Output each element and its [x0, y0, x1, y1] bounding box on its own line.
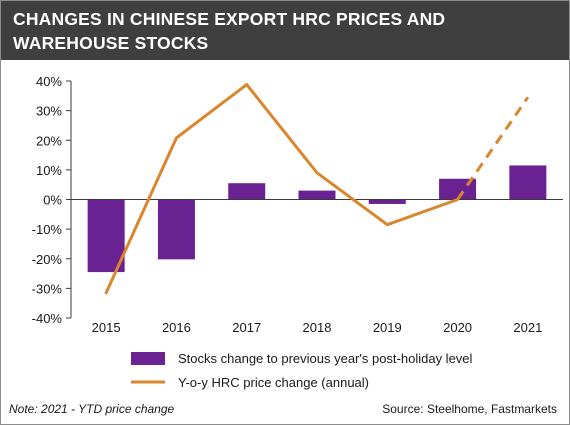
- x-tick-label-2020: 2020: [443, 320, 472, 335]
- legend-swatch-bars: [131, 352, 165, 365]
- y-tick-label: -20%: [32, 252, 63, 267]
- y-tick-label: 0%: [43, 193, 62, 208]
- y-tick-label: 10%: [36, 163, 62, 178]
- x-tick-label-2015: 2015: [92, 320, 121, 335]
- x-tick-label-2021: 2021: [513, 320, 542, 335]
- legend: Stocks change to previous year's post-ho…: [131, 351, 473, 390]
- y-tick-label: 30%: [36, 104, 62, 119]
- price-line-solid: [104, 83, 460, 295]
- bar-2017: [228, 183, 266, 200]
- bar-2019: [368, 199, 406, 204]
- x-tick-label-2018: 2018: [303, 320, 332, 335]
- y-tick-label: -10%: [32, 222, 63, 237]
- source-credit: Source: Steelhome, Fastmarkets: [382, 402, 557, 416]
- title-bar: CHANGES IN CHINESE EXPORT HRC PRICES AND…: [1, 1, 569, 60]
- bar-2016: [157, 199, 195, 260]
- y-tick-label: -40%: [32, 311, 63, 326]
- y-tick-label: -30%: [32, 281, 63, 296]
- chart-title-line-2: WAREHOUSE STOCKS: [13, 33, 209, 53]
- footnote: Note: 2021 - YTD price change: [9, 402, 175, 416]
- price-line-dashed: [456, 96, 530, 201]
- y-tick-label: 20%: [36, 133, 62, 148]
- y-tick-label: 40%: [36, 74, 62, 89]
- bar-2018: [298, 190, 336, 200]
- bar-2015: [87, 199, 125, 273]
- legend-label-line: Y-o-y HRC price change (annual): [178, 375, 369, 390]
- legend-label-bars: Stocks change to previous year's post-ho…: [178, 351, 473, 366]
- bar-2021: [509, 165, 547, 200]
- y-axis: -40% -30% -20% -10% 0% 10% 20% 30% 40%: [32, 74, 72, 326]
- x-tick-label-2017: 2017: [232, 320, 261, 335]
- bar-series: [87, 165, 547, 273]
- line-series: [104, 83, 530, 295]
- x-tick-label-2016: 2016: [162, 320, 191, 335]
- x-axis-labels: 2015 2016 2017 2018 2019 2020 2021: [92, 320, 543, 335]
- chart-title-line-1: CHANGES IN CHINESE EXPORT HRC PRICES AND: [13, 9, 446, 29]
- x-tick-label-2019: 2019: [373, 320, 402, 335]
